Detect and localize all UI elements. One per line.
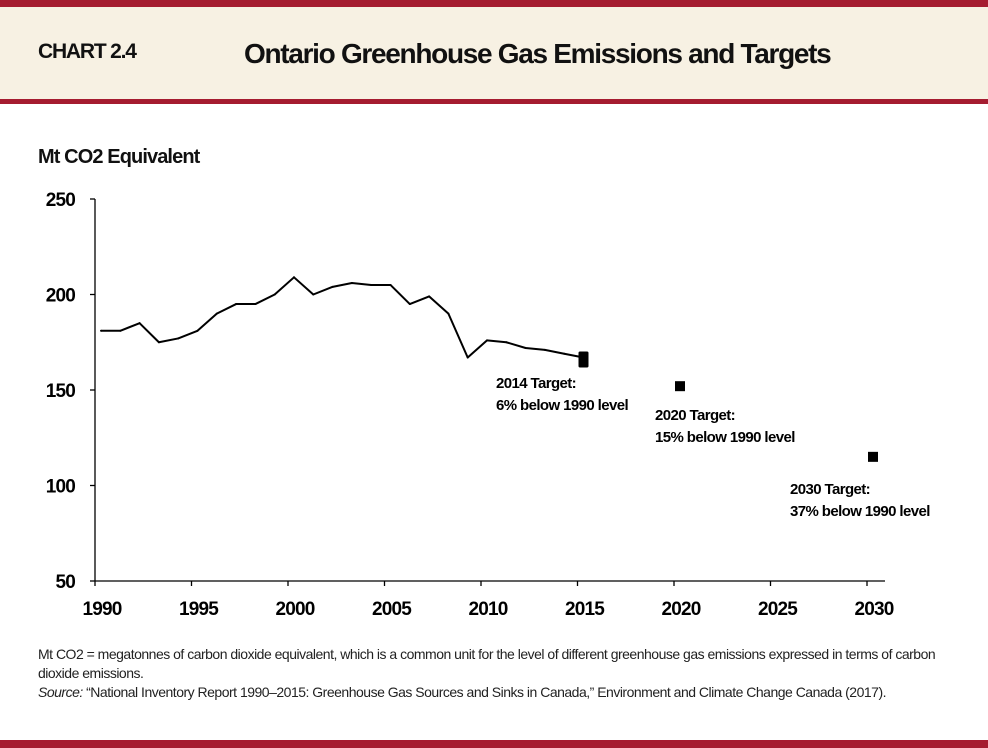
target-label-detail: 37% below 1990 level <box>790 503 930 520</box>
y-tick-label: 100 <box>46 477 76 498</box>
data-point <box>447 312 450 315</box>
source-label: Source: <box>38 684 83 700</box>
data-point <box>563 352 566 355</box>
data-point <box>254 303 257 306</box>
chart-header <box>0 7 988 99</box>
target-marker <box>578 351 589 368</box>
y-tick-label: 250 <box>46 190 76 211</box>
data-point <box>505 341 508 344</box>
x-tick-label: 2020 <box>661 599 700 620</box>
data-point <box>389 283 392 286</box>
target-label-title: 2030 Target: <box>790 481 870 498</box>
x-tick-label: 2025 <box>758 599 798 620</box>
definition-note: Mt CO2 = megatonnes of carbon dioxide eq… <box>38 646 936 681</box>
x-tick-label: 2010 <box>468 599 507 620</box>
x-tick-label: 2000 <box>275 599 314 620</box>
x-tick-label: 2030 <box>854 599 893 620</box>
data-point <box>293 276 295 279</box>
data-point <box>196 329 199 332</box>
data-point <box>119 329 122 332</box>
chart-title: Ontario Greenhouse Gas Emissions and Tar… <box>244 38 832 69</box>
chart-number: CHART 2.4 <box>38 40 137 63</box>
data-point <box>524 346 527 349</box>
data-point <box>408 303 411 306</box>
target-label-detail: 6% below 1990 level <box>496 397 628 414</box>
data-point <box>235 303 238 306</box>
target-label-detail: 15% below 1990 level <box>655 429 795 446</box>
x-tick-label: 1990 <box>82 599 121 620</box>
data-point <box>350 282 353 285</box>
data-point <box>370 283 373 286</box>
data-point <box>543 348 546 351</box>
source-note: Source: “National Inventory Report 1990–… <box>38 683 968 702</box>
data-point <box>428 295 431 298</box>
target-marker <box>675 381 685 392</box>
data-point <box>177 337 180 340</box>
emissions-line <box>101 276 584 359</box>
data-point <box>466 356 469 359</box>
data-point <box>331 285 334 288</box>
target-label-title: 2020 Target: <box>655 407 735 424</box>
data-point <box>486 339 488 342</box>
y-tick-label: 150 <box>46 381 76 402</box>
y-axis-label: Mt CO2 Equivalent <box>38 146 200 168</box>
y-tick-label: 200 <box>46 286 76 307</box>
data-point <box>100 329 102 332</box>
x-tick-label: 2015 <box>565 599 605 620</box>
x-tick-label: 2005 <box>372 599 412 620</box>
chart-notes: Mt CO2 = megatonnes of carbon dioxide eq… <box>38 645 968 702</box>
target-marker <box>868 451 878 462</box>
data-point <box>312 293 315 296</box>
source-text: “National Inventory Report 1990–2015: Gr… <box>82 684 886 700</box>
target-label-title: 2014 Target: <box>496 375 576 392</box>
data-point <box>215 312 218 315</box>
data-point <box>273 293 276 296</box>
y-tick-label: 50 <box>55 572 75 593</box>
bottom-border <box>0 740 988 748</box>
data-point <box>138 322 141 325</box>
data-point <box>157 341 160 344</box>
header-bottom-border <box>0 99 988 104</box>
top-border <box>0 0 988 7</box>
x-tick-label: 1995 <box>179 599 219 620</box>
